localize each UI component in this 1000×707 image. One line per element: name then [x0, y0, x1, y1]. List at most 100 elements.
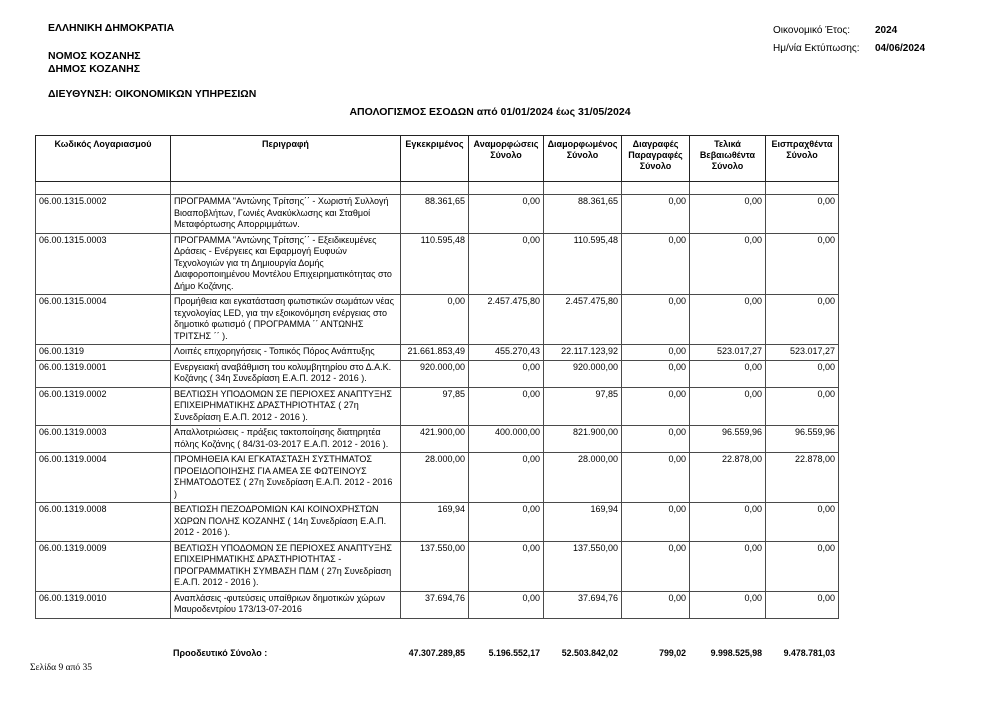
formed-cell: 2.457.475,80 [543, 294, 622, 345]
approved-cell: 37.694,76 [400, 590, 469, 619]
total-approved: 47.307.289,85 [408, 648, 465, 658]
org-block: ΕΛΛΗΝΙΚΗ ΔΗΜΟΚΡΑΤΙΑ ΝΟΜΟΣ ΚΟΖΑΝΗΣ ΔΗΜΟΣ … [48, 22, 256, 101]
certified-cell: 0,00 [689, 194, 766, 234]
total-amendments: 5.196.552,17 [488, 648, 540, 658]
formed-cell: 110.595,48 [543, 232, 622, 295]
approved-cell: 21.661.853,49 [400, 344, 469, 361]
deletions-cell: 0,00 [621, 452, 690, 503]
collected-cell: 96.559,96 [765, 425, 839, 453]
description-cell: ΠΡΟΓΡΑΜΜΑ "Αντώνης Τρίτσης΄΄ - Χωριστή Σ… [170, 194, 401, 234]
deletions-cell: 0,00 [621, 386, 690, 426]
deletions-cell: 0,00 [621, 294, 690, 345]
collected-cell: 0,00 [765, 502, 839, 542]
deletions-cell: 0,00 [621, 540, 690, 592]
totals-row: Προοδευτικό Σύνολο : 47.307.289,85 5.196… [35, 648, 838, 658]
total-formed: 52.503.842,02 [561, 648, 618, 658]
formed-cell: 169,94 [543, 502, 622, 542]
table-row: 06.00.1319.0003 Απαλλοτριώσεις - πράξεις… [35, 425, 839, 453]
description-cell: Λοιπές επιχορηγήσεις - Τοπικός Πόρος Ανά… [170, 344, 401, 361]
empty-spacer-row [35, 181, 839, 195]
deletions-cell: 0,00 [621, 502, 690, 542]
page-number: Σελίδα 9 από 35 [30, 663, 93, 673]
amendments-cell: 0,00 [468, 590, 544, 619]
approved-cell: 0,00 [400, 294, 469, 345]
col-header-amendments-total: Αναμορφώσεις Σύνολο [468, 135, 544, 182]
col-header-deletions-total: Διαγραφές Παραγραφές Σύνολο [621, 135, 690, 182]
formed-cell: 920.000,00 [543, 359, 622, 388]
amendments-cell: 0,00 [468, 359, 544, 388]
certified-cell: 96.559,96 [689, 425, 766, 453]
table-row: 06.00.1319.0010 Αναπλάσεις -φυτεύσεις υπ… [35, 590, 839, 619]
account-code-cell: 06.00.1315.0003 [35, 232, 171, 295]
print-date-label: Ημ/νία Εκτύπωσης: [773, 43, 860, 54]
org-prefecture: ΝΟΜΟΣ ΚΟΖΑΝΗΣ [48, 50, 141, 62]
collected-cell: 0,00 [765, 194, 839, 234]
collected-cell: 0,00 [765, 294, 839, 345]
account-code-cell: 06.00.1319.0003 [35, 425, 171, 453]
amendments-cell: 2.457.475,80 [468, 294, 544, 345]
description-cell: ΒΕΛΤΙΩΣΗ ΥΠΟΔΟΜΩΝ ΣΕ ΠΕΡΙΟΧΕΣ ΑΝΑΠΤΥΞΗΣ … [170, 540, 401, 592]
table-row: 06.00.1319 Λοιπές επιχορηγήσεις - Τοπικό… [35, 344, 839, 361]
col-header-approved: Εγκεκριμένος [400, 135, 469, 182]
amendments-cell: 0,00 [468, 232, 544, 295]
col-header-description: Περιγραφή [170, 135, 401, 182]
deletions-cell: 0,00 [621, 194, 690, 234]
fiscal-year-row: Οικονομικό Έτος: 2024 [773, 22, 925, 40]
table-row: 06.00.1315.0004 Προμήθεια και εγκατάστασ… [35, 294, 839, 345]
certified-cell: 22.878,00 [689, 452, 766, 503]
approved-cell: 920.000,00 [400, 359, 469, 388]
formed-cell: 37.694,76 [543, 590, 622, 619]
col-header-account-code: Κωδικός Λογαριασμού [35, 135, 171, 182]
total-certified: 9.998.525,98 [710, 648, 762, 658]
report-title: ΑΠΟΛΟΓΙΣΜΟΣ ΕΣΟΔΩΝ από 01/01/2024 έως 31… [349, 106, 631, 118]
formed-cell: 137.550,00 [543, 540, 622, 592]
formed-cell: 88.361,65 [543, 194, 622, 234]
progressive-totals: Προοδευτικό Σύνολο : 47.307.289,85 5.196… [35, 648, 838, 658]
description-cell: ΒΕΛΤΙΩΣΗ ΥΠΟΔΟΜΩΝ ΣΕ ΠΕΡΙΟΧΕΣ ΑΝΑΠΤΥΞΗΣ … [170, 386, 401, 426]
approved-cell: 421.900,00 [400, 425, 469, 453]
col-header-collected-total: Εισπραχθέντα Σύνολο [765, 135, 839, 182]
approved-cell: 169,94 [400, 502, 469, 542]
deletions-cell: 0,00 [621, 359, 690, 388]
revenue-table: Κωδικός Λογαριασμού Περιγραφή Εγκεκριμέν… [35, 135, 839, 619]
org-directorate: ΔΙΕΥΘΥΝΣΗ: ΟΙΚΟΝΟΜΙΚΩΝ ΥΠΗΡΕΣΙΩΝ [48, 88, 257, 100]
table-row: 06.00.1319.0008 ΒΕΛΤΙΩΣΗ ΠΕΖΟΔΡΟΜΙΩΝ ΚΑΙ… [35, 502, 839, 542]
table-row: 06.00.1319.0001 Ενεργειακή αναβάθμιση το… [35, 359, 839, 388]
amendments-cell: 0,00 [468, 502, 544, 542]
collected-cell: 0,00 [765, 590, 839, 619]
account-code-cell: 06.00.1319 [35, 344, 171, 361]
org-municipality: ΔΗΜΟΣ ΚΟΖΑΝΗΣ [48, 63, 140, 75]
col-header-formed-total: Διαμορφωμένος Σύνολο [543, 135, 622, 182]
account-code-cell: 06.00.1319.0002 [35, 386, 171, 426]
certified-cell: 523.017,27 [689, 344, 766, 361]
collected-cell: 0,00 [765, 232, 839, 295]
collected-cell: 22.878,00 [765, 452, 839, 503]
account-code-cell: 06.00.1319.0001 [35, 359, 171, 388]
collected-cell: 0,00 [765, 386, 839, 426]
approved-cell: 110.595,48 [400, 232, 469, 295]
deletions-cell: 0,00 [621, 425, 690, 453]
deletions-cell: 0,00 [621, 344, 690, 361]
account-code-cell: 06.00.1319.0008 [35, 502, 171, 542]
approved-cell: 137.550,00 [400, 540, 469, 592]
certified-cell: 0,00 [689, 502, 766, 542]
formed-cell: 28.000,00 [543, 452, 622, 503]
description-cell: ΠΡΟΓΡΑΜΜΑ "Αντώνης Τρίτσης΄΄ - Εξειδικευ… [170, 232, 401, 295]
formed-cell: 22.117.123,92 [543, 344, 622, 361]
account-code-cell: 06.00.1315.0004 [35, 294, 171, 345]
certified-cell: 0,00 [689, 590, 766, 619]
description-cell: Ενεργειακή αναβάθμιση του κολυμβητηρίου … [170, 359, 401, 388]
approved-cell: 97,85 [400, 386, 469, 426]
certified-cell: 0,00 [689, 359, 766, 388]
progressive-total-label: Προοδευτικό Σύνολο : [173, 648, 268, 658]
amendments-cell: 0,00 [468, 540, 544, 592]
account-code-cell: 06.00.1319.0009 [35, 540, 171, 592]
total-deletions: 799,02 [659, 648, 686, 658]
fiscal-year-label: Οικονομικό Έτος: [773, 25, 851, 36]
amendments-cell: 0,00 [468, 386, 544, 426]
formed-cell: 97,85 [543, 386, 622, 426]
approved-cell: 28.000,00 [400, 452, 469, 503]
fiscal-year-value: 2024 [875, 25, 898, 36]
deletions-cell: 0,00 [621, 232, 690, 295]
